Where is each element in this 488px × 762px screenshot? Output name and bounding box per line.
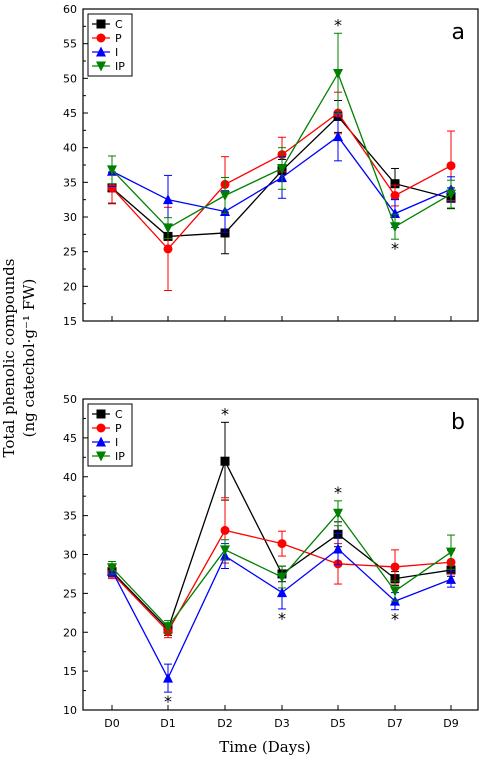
legend-label: IP <box>115 60 125 73</box>
legend-marker-p <box>96 423 106 433</box>
x-tick-label: D3 <box>274 717 289 730</box>
significance-marker: * <box>334 15 342 34</box>
legend-box <box>87 13 133 77</box>
data-point-p <box>446 161 456 171</box>
legend-box <box>87 403 133 467</box>
y-axis-label-line1: Total phenolic compounds <box>0 259 18 458</box>
data-point-ip <box>390 586 400 597</box>
y-tick-label: 45 <box>63 432 77 445</box>
y-tick-label: 10 <box>63 704 77 717</box>
y-tick-label: 15 <box>63 315 77 328</box>
y-tick-label: 35 <box>63 510 77 523</box>
data-point-ip <box>277 572 287 583</box>
y-tick-label: 30 <box>63 549 77 562</box>
legend-marker-p <box>96 33 106 43</box>
y-axis-label-line2: (ng catechol·g⁻¹ FW) <box>20 279 38 438</box>
data-point-i <box>446 573 456 584</box>
y-tick-label: 40 <box>63 471 77 484</box>
data-point-c <box>220 456 230 466</box>
x-tick-label: D2 <box>217 717 232 730</box>
legend-marker-i <box>96 436 106 447</box>
data-point-i <box>333 131 343 142</box>
data-point-ip <box>277 163 287 174</box>
significance-marker: * <box>278 609 286 628</box>
data-point-p <box>107 183 117 193</box>
data-point-i <box>277 587 287 598</box>
x-axis-label: Time (Days) <box>219 738 311 756</box>
significance-marker: * <box>221 404 229 423</box>
data-point-p <box>220 525 230 535</box>
y-tick-label: 50 <box>63 393 77 406</box>
legend-label: C <box>115 408 123 421</box>
data-point-ip <box>107 165 117 176</box>
panel-label: b <box>451 410 465 435</box>
x-tick-label: D1 <box>160 717 175 730</box>
data-point-c <box>220 228 230 238</box>
data-point-p <box>277 539 287 549</box>
y-tick-label: 25 <box>63 246 77 259</box>
legend-marker-ip <box>96 451 106 462</box>
data-point-ip <box>220 545 230 556</box>
legend-marker-i <box>96 46 106 57</box>
data-point-c <box>390 179 400 189</box>
data-point-p <box>390 191 400 201</box>
data-point-i <box>390 208 400 219</box>
legend-label: C <box>115 18 123 31</box>
x-tick-label: D5 <box>330 717 345 730</box>
legend-label: I <box>115 436 118 449</box>
y-tick-label: 20 <box>63 280 77 293</box>
significance-marker: * <box>164 692 172 711</box>
data-point-ip <box>446 189 456 200</box>
y-tick-label: 30 <box>63 211 77 224</box>
significance-marker: * <box>391 610 399 629</box>
legend-marker-c <box>96 19 106 29</box>
data-point-ip <box>333 68 343 79</box>
x-tick-label: D0 <box>104 717 119 730</box>
y-tick-label: 15 <box>63 665 77 678</box>
data-point-ip <box>163 223 173 234</box>
significance-marker: * <box>391 239 399 258</box>
plot-frame <box>82 398 479 711</box>
legend-label: P <box>115 32 122 45</box>
y-tick-label: 50 <box>63 72 77 85</box>
legend-label: I <box>115 46 118 59</box>
data-point-i <box>333 543 343 554</box>
data-point-ip <box>390 222 400 233</box>
data-point-ip <box>163 622 173 633</box>
data-point-i <box>163 672 173 683</box>
y-tick-label: 20 <box>63 626 77 639</box>
data-point-ip <box>446 547 456 558</box>
x-tick-label: D7 <box>387 717 402 730</box>
significance-marker: * <box>334 483 342 502</box>
y-tick-label: 35 <box>63 176 77 189</box>
panel-label: a <box>452 20 465 45</box>
y-tick-label: 25 <box>63 587 77 600</box>
y-tick-label: 45 <box>63 107 77 120</box>
legend-label: P <box>115 422 122 435</box>
data-point-i <box>163 194 173 205</box>
data-point-ip <box>220 191 230 202</box>
legend-marker-ip <box>96 61 106 72</box>
legend-marker-c <box>96 409 106 419</box>
data-point-p <box>163 244 173 254</box>
y-tick-label: 55 <box>63 38 77 51</box>
legend-label: IP <box>115 450 125 463</box>
data-point-ip <box>107 563 117 574</box>
data-point-p <box>390 562 400 572</box>
y-tick-label: 40 <box>63 142 77 155</box>
y-tick-label: 60 <box>63 3 77 16</box>
x-tick-label: D9 <box>443 717 458 730</box>
data-point-ip <box>333 508 343 519</box>
